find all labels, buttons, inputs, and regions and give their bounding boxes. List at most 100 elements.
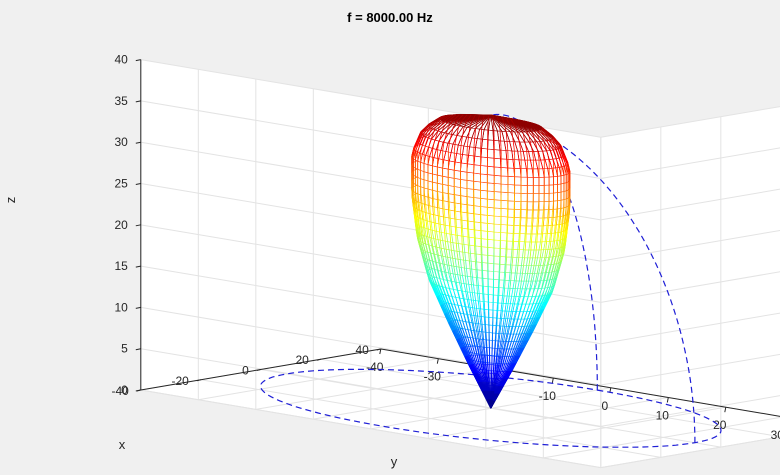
surface-meridian bbox=[439, 240, 442, 249]
grid-right-z bbox=[600, 106, 780, 138]
surface-meridian bbox=[451, 232, 454, 242]
surface-meridian bbox=[427, 191, 430, 201]
z-tick-label: 25 bbox=[114, 177, 128, 191]
surface-meridian bbox=[478, 372, 483, 382]
surface-patch bbox=[548, 192, 554, 202]
surface-meridian bbox=[549, 263, 553, 272]
surface-meridian bbox=[486, 381, 489, 391]
grid-right-z bbox=[600, 353, 780, 386]
surface-meridian bbox=[433, 283, 438, 293]
surface-meridian bbox=[529, 320, 534, 329]
surface-meridian bbox=[498, 365, 502, 375]
surface-meridian bbox=[464, 319, 468, 329]
surface-meridian bbox=[438, 120, 445, 129]
surface-patch bbox=[460, 187, 468, 197]
grid-floor-y bbox=[428, 396, 669, 440]
surface-meridian bbox=[507, 370, 512, 379]
surface-meridian bbox=[538, 309, 543, 318]
surface-meridian bbox=[501, 303, 504, 311]
surface-meridian bbox=[469, 355, 474, 365]
surface-meridian bbox=[500, 356, 503, 364]
surface-meridian bbox=[538, 302, 543, 311]
surface-meridian bbox=[529, 310, 534, 320]
surface-meridian bbox=[440, 305, 446, 315]
surface-meridian bbox=[431, 128, 436, 136]
surface-meridian bbox=[427, 242, 431, 252]
surface-meridian bbox=[531, 150, 534, 159]
surface-meridian bbox=[531, 131, 541, 142]
surface-meridian bbox=[469, 268, 472, 277]
surface-meridian bbox=[433, 287, 438, 297]
surface-meridian bbox=[452, 258, 455, 267]
surface-meridian bbox=[419, 137, 424, 145]
surface-meridian bbox=[510, 303, 514, 312]
surface-patch bbox=[480, 165, 488, 175]
surface-meridian bbox=[527, 288, 531, 297]
surface-meridian bbox=[459, 319, 464, 329]
x-tick-mark bbox=[316, 358, 321, 361]
surface-meridian bbox=[455, 329, 460, 339]
surface-meridian bbox=[481, 346, 484, 356]
surface-meridian bbox=[431, 225, 434, 234]
surface-patch bbox=[560, 191, 565, 201]
surface-meridian bbox=[483, 372, 487, 382]
surface-meridian bbox=[433, 135, 437, 144]
surface-meridian bbox=[542, 225, 544, 234]
surface-meridian bbox=[531, 233, 533, 242]
surface-patch bbox=[538, 193, 545, 203]
surface-meridian bbox=[441, 285, 446, 295]
surface-patch bbox=[518, 249, 526, 259]
surface-meridian bbox=[506, 331, 509, 341]
surface-meridian bbox=[453, 250, 456, 259]
surface-meridian bbox=[454, 320, 460, 330]
surface-meridian bbox=[518, 318, 522, 327]
surface-meridian bbox=[441, 258, 444, 268]
surface-meridian bbox=[563, 244, 566, 253]
surface-meridian bbox=[448, 265, 451, 274]
surface-meridian bbox=[537, 168, 540, 178]
surface-meridian bbox=[462, 252, 464, 261]
surface-meridian bbox=[522, 339, 528, 348]
surface-patch bbox=[557, 175, 562, 185]
surface-meridian bbox=[461, 293, 465, 303]
surface-meridian bbox=[423, 217, 425, 227]
surface-meridian bbox=[549, 150, 554, 160]
surface-meridian bbox=[557, 222, 560, 231]
surface-meridian bbox=[519, 290, 523, 299]
surface-meridian bbox=[413, 199, 416, 208]
surface-meridian bbox=[451, 267, 454, 276]
surface-meridian bbox=[563, 155, 568, 165]
surface-meridian bbox=[432, 250, 436, 260]
surface-meridian bbox=[476, 346, 480, 356]
surface-meridian bbox=[479, 316, 482, 325]
z-tick-mark bbox=[135, 348, 141, 351]
surface-meridian bbox=[555, 149, 560, 158]
surface-meridian bbox=[499, 325, 502, 334]
surface-meridian bbox=[510, 362, 516, 371]
surface-meridian bbox=[475, 372, 480, 383]
surface-meridian bbox=[436, 267, 440, 277]
surface-meridian bbox=[439, 216, 441, 225]
surface-meridian bbox=[548, 140, 557, 150]
surface-meridian bbox=[558, 255, 562, 264]
surface-meridian bbox=[482, 129, 485, 140]
surface-patch bbox=[532, 185, 540, 194]
surface-meridian bbox=[497, 385, 503, 394]
surface-meridian bbox=[422, 253, 426, 263]
surface-meridian bbox=[430, 253, 434, 262]
surface-meridian bbox=[428, 128, 432, 137]
surface-meridian bbox=[566, 221, 569, 230]
surface-meridian bbox=[461, 290, 465, 299]
surface-meridian bbox=[435, 115, 446, 123]
surface-meridian bbox=[524, 249, 526, 258]
surface-meridian bbox=[450, 258, 453, 268]
surface-meridian bbox=[566, 228, 568, 237]
surface-meridian bbox=[548, 264, 552, 273]
surface-meridian bbox=[552, 159, 557, 168]
surface-meridian bbox=[533, 280, 536, 289]
surface-meridian bbox=[561, 246, 565, 255]
surface-meridian bbox=[561, 239, 564, 248]
tick-labels: -40-2002040-40-30-20-1001020304005101520… bbox=[111, 53, 780, 442]
surface-meridian bbox=[414, 221, 417, 230]
